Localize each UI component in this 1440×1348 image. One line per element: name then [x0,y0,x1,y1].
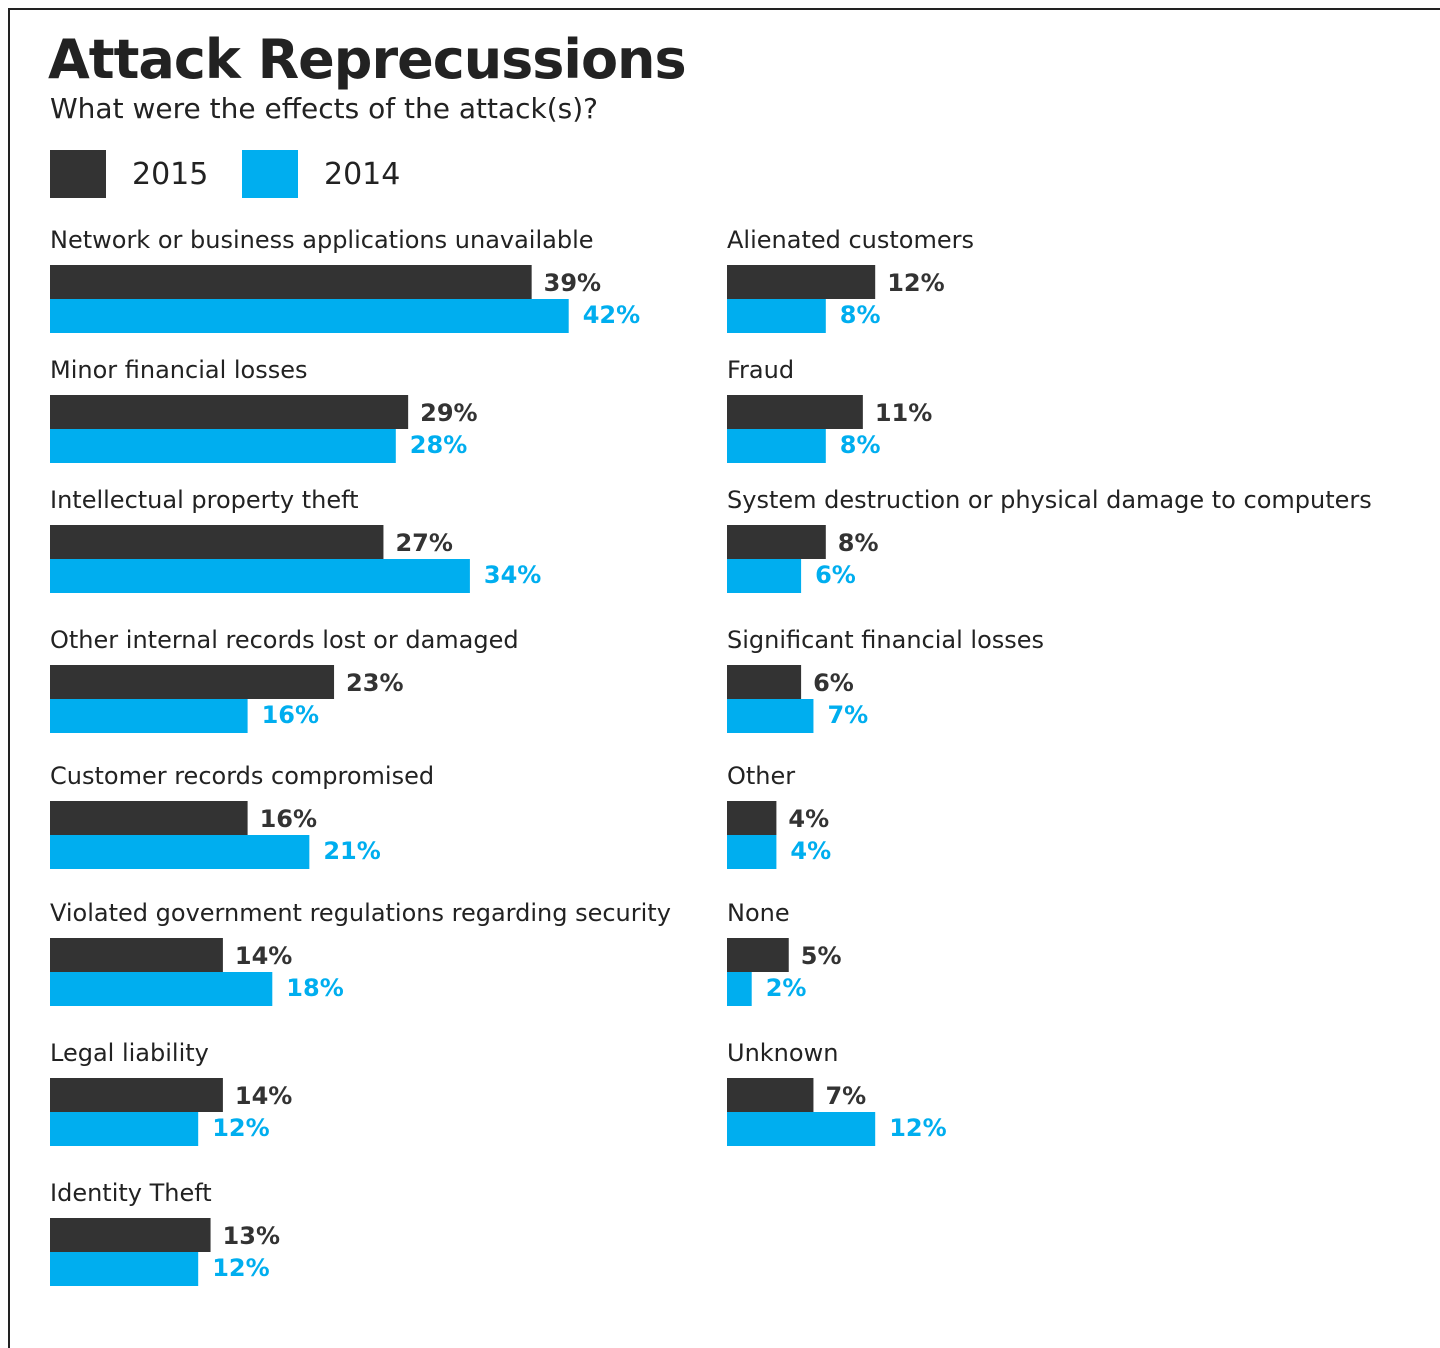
chart-title: Attack Reprecussions [48,28,687,91]
chart-frame [8,8,1440,1348]
value-label-2014: 7% [827,701,868,729]
value-label-2015: 6% [813,669,854,697]
bar-2014 [727,299,826,333]
legend-label-2015: 2015 [132,156,209,192]
category-label: System destruction or physical damage to… [727,486,1372,514]
bar-2014 [727,835,777,869]
value-label-2015: 29% [420,399,477,427]
bar-2014 [50,1252,199,1286]
value-label-2014: 34% [484,561,541,589]
value-label-2015: 39% [544,269,601,297]
bar-2015 [727,525,826,559]
value-label-2014: 21% [323,837,380,865]
category-label: Customer records compromised [50,762,434,790]
bar-2015 [50,525,384,559]
value-label-2015: 5% [801,942,842,970]
value-label-2014: 18% [286,974,343,1002]
category-label: Network or business applications unavail… [50,226,594,254]
bar-2015 [50,395,409,429]
category-label: None [727,899,790,927]
legend-item-2014: 2014 [242,150,400,198]
legend-swatch-2015 [50,150,106,198]
bar-2015 [50,1218,211,1252]
value-label-2015: 16% [260,805,317,833]
bar-2015 [727,938,789,972]
bar-2015 [50,938,223,972]
bar-2015 [50,665,335,699]
bar-chart: Network or business applications unavail… [50,226,1372,1286]
bar-2015 [50,801,248,835]
bar-2015 [727,1078,814,1112]
bar-2015 [727,665,802,699]
bar-2014 [727,1112,876,1146]
value-label-2015: 7% [825,1082,866,1110]
value-label-2014: 8% [840,301,881,329]
bar-2014 [727,699,814,733]
value-label-2015: 8% [838,529,879,557]
category-label: Minor financial losses [50,356,308,384]
value-label-2015: 14% [235,942,292,970]
legend-swatch-2014 [242,150,298,198]
value-label-2015: 12% [887,269,944,297]
value-label-2015: 13% [223,1222,280,1250]
category-label: Other internal records lost or damaged [50,626,519,654]
value-label-2014: 42% [583,301,640,329]
category-label: Intellectual property theft [50,486,359,514]
category-label: Violated government regulations regardin… [50,899,671,927]
category-label: Unknown [727,1039,838,1067]
bar-2014 [50,699,248,733]
category-label: Other [727,762,795,790]
category-label: Fraud [727,356,794,384]
value-label-2014: 8% [840,431,881,459]
bar-2014 [50,835,310,869]
bar-2014 [50,1112,199,1146]
value-label-2014: 12% [889,1114,946,1142]
value-label-2014: 12% [212,1254,269,1282]
legend-label-2014: 2014 [324,156,401,192]
value-label-2015: 4% [788,805,829,833]
value-label-2015: 27% [395,529,452,557]
bar-2014 [50,972,273,1006]
chart-subtitle: What were the effects of the attack(s)? [50,92,598,125]
bar-2014 [727,972,752,1006]
bar-2014 [50,429,396,463]
bar-2014 [727,429,826,463]
value-label-2014: 4% [790,837,831,865]
category-label: Significant financial losses [727,626,1044,654]
bar-2015 [50,1078,223,1112]
bar-2014 [727,559,802,593]
value-label-2015: 11% [875,399,932,427]
value-label-2015: 14% [235,1082,292,1110]
value-label-2014: 16% [262,701,319,729]
bar-2014 [50,559,470,593]
value-label-2015: 23% [346,669,403,697]
bar-2015 [727,265,876,299]
value-label-2014: 2% [766,974,807,1002]
bar-2014 [50,299,569,333]
value-label-2014: 12% [212,1114,269,1142]
category-label: Identity Theft [50,1179,212,1207]
value-label-2014: 6% [815,561,856,589]
value-label-2014: 28% [410,431,467,459]
bar-2015 [50,265,532,299]
legend-item-2015: 2015 [50,150,208,198]
category-label: Alienated customers [727,226,974,254]
category-label: Legal liability [50,1039,209,1067]
bar-2015 [727,395,863,429]
bar-2015 [727,801,777,835]
